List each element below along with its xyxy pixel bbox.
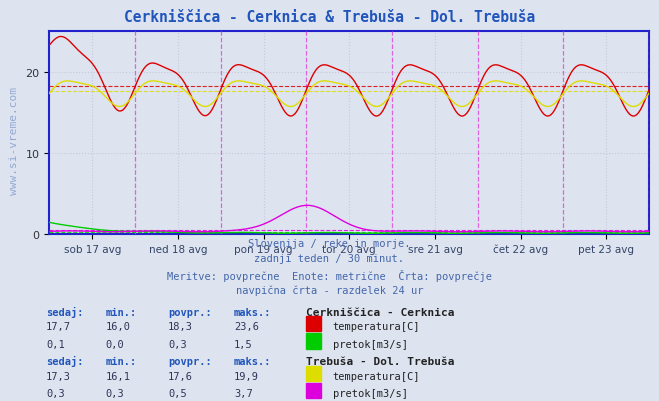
Text: sedaj:: sedaj:	[46, 306, 84, 317]
Text: 16,0: 16,0	[105, 322, 130, 332]
Text: 0,1: 0,1	[46, 339, 65, 349]
Text: 0,3: 0,3	[168, 339, 186, 349]
Text: zadnji teden / 30 minut.: zadnji teden / 30 minut.	[254, 254, 405, 264]
Text: sedaj:: sedaj:	[46, 355, 84, 366]
Text: 0,0: 0,0	[105, 339, 124, 349]
Text: www.si-vreme.com: www.si-vreme.com	[9, 87, 18, 194]
Text: temperatura[C]: temperatura[C]	[333, 322, 420, 332]
Text: 18,3: 18,3	[168, 322, 193, 332]
Text: min.:: min.:	[105, 307, 136, 317]
Text: 0,3: 0,3	[105, 388, 124, 398]
Text: 1,5: 1,5	[234, 339, 252, 349]
Text: Slovenija / reke in morje.: Slovenija / reke in morje.	[248, 239, 411, 249]
Text: maks.:: maks.:	[234, 307, 272, 317]
Text: pretok[m3/s]: pretok[m3/s]	[333, 388, 408, 398]
Text: Cerkniščica - Cerknica: Cerkniščica - Cerknica	[306, 307, 455, 317]
Text: 17,3: 17,3	[46, 371, 71, 381]
Text: 23,6: 23,6	[234, 322, 259, 332]
Text: 16,1: 16,1	[105, 371, 130, 381]
Text: Cerkniščica - Cerknica & Trebuša - Dol. Trebuša: Cerkniščica - Cerknica & Trebuša - Dol. …	[124, 10, 535, 25]
Text: 17,7: 17,7	[46, 322, 71, 332]
Text: maks.:: maks.:	[234, 356, 272, 366]
Text: Meritve: povprečne  Enote: metrične  Črta: povprečje: Meritve: povprečne Enote: metrične Črta:…	[167, 269, 492, 281]
Text: 19,9: 19,9	[234, 371, 259, 381]
Text: povpr.:: povpr.:	[168, 307, 212, 317]
Text: temperatura[C]: temperatura[C]	[333, 371, 420, 381]
Text: 3,7: 3,7	[234, 388, 252, 398]
Text: pretok[m3/s]: pretok[m3/s]	[333, 339, 408, 349]
Text: min.:: min.:	[105, 356, 136, 366]
Text: 17,6: 17,6	[168, 371, 193, 381]
Text: povpr.:: povpr.:	[168, 356, 212, 366]
Text: 0,5: 0,5	[168, 388, 186, 398]
Text: navpična črta - razdelek 24 ur: navpična črta - razdelek 24 ur	[236, 284, 423, 295]
Text: 0,3: 0,3	[46, 388, 65, 398]
Text: Trebuša - Dol. Trebuša: Trebuša - Dol. Trebuša	[306, 356, 455, 366]
